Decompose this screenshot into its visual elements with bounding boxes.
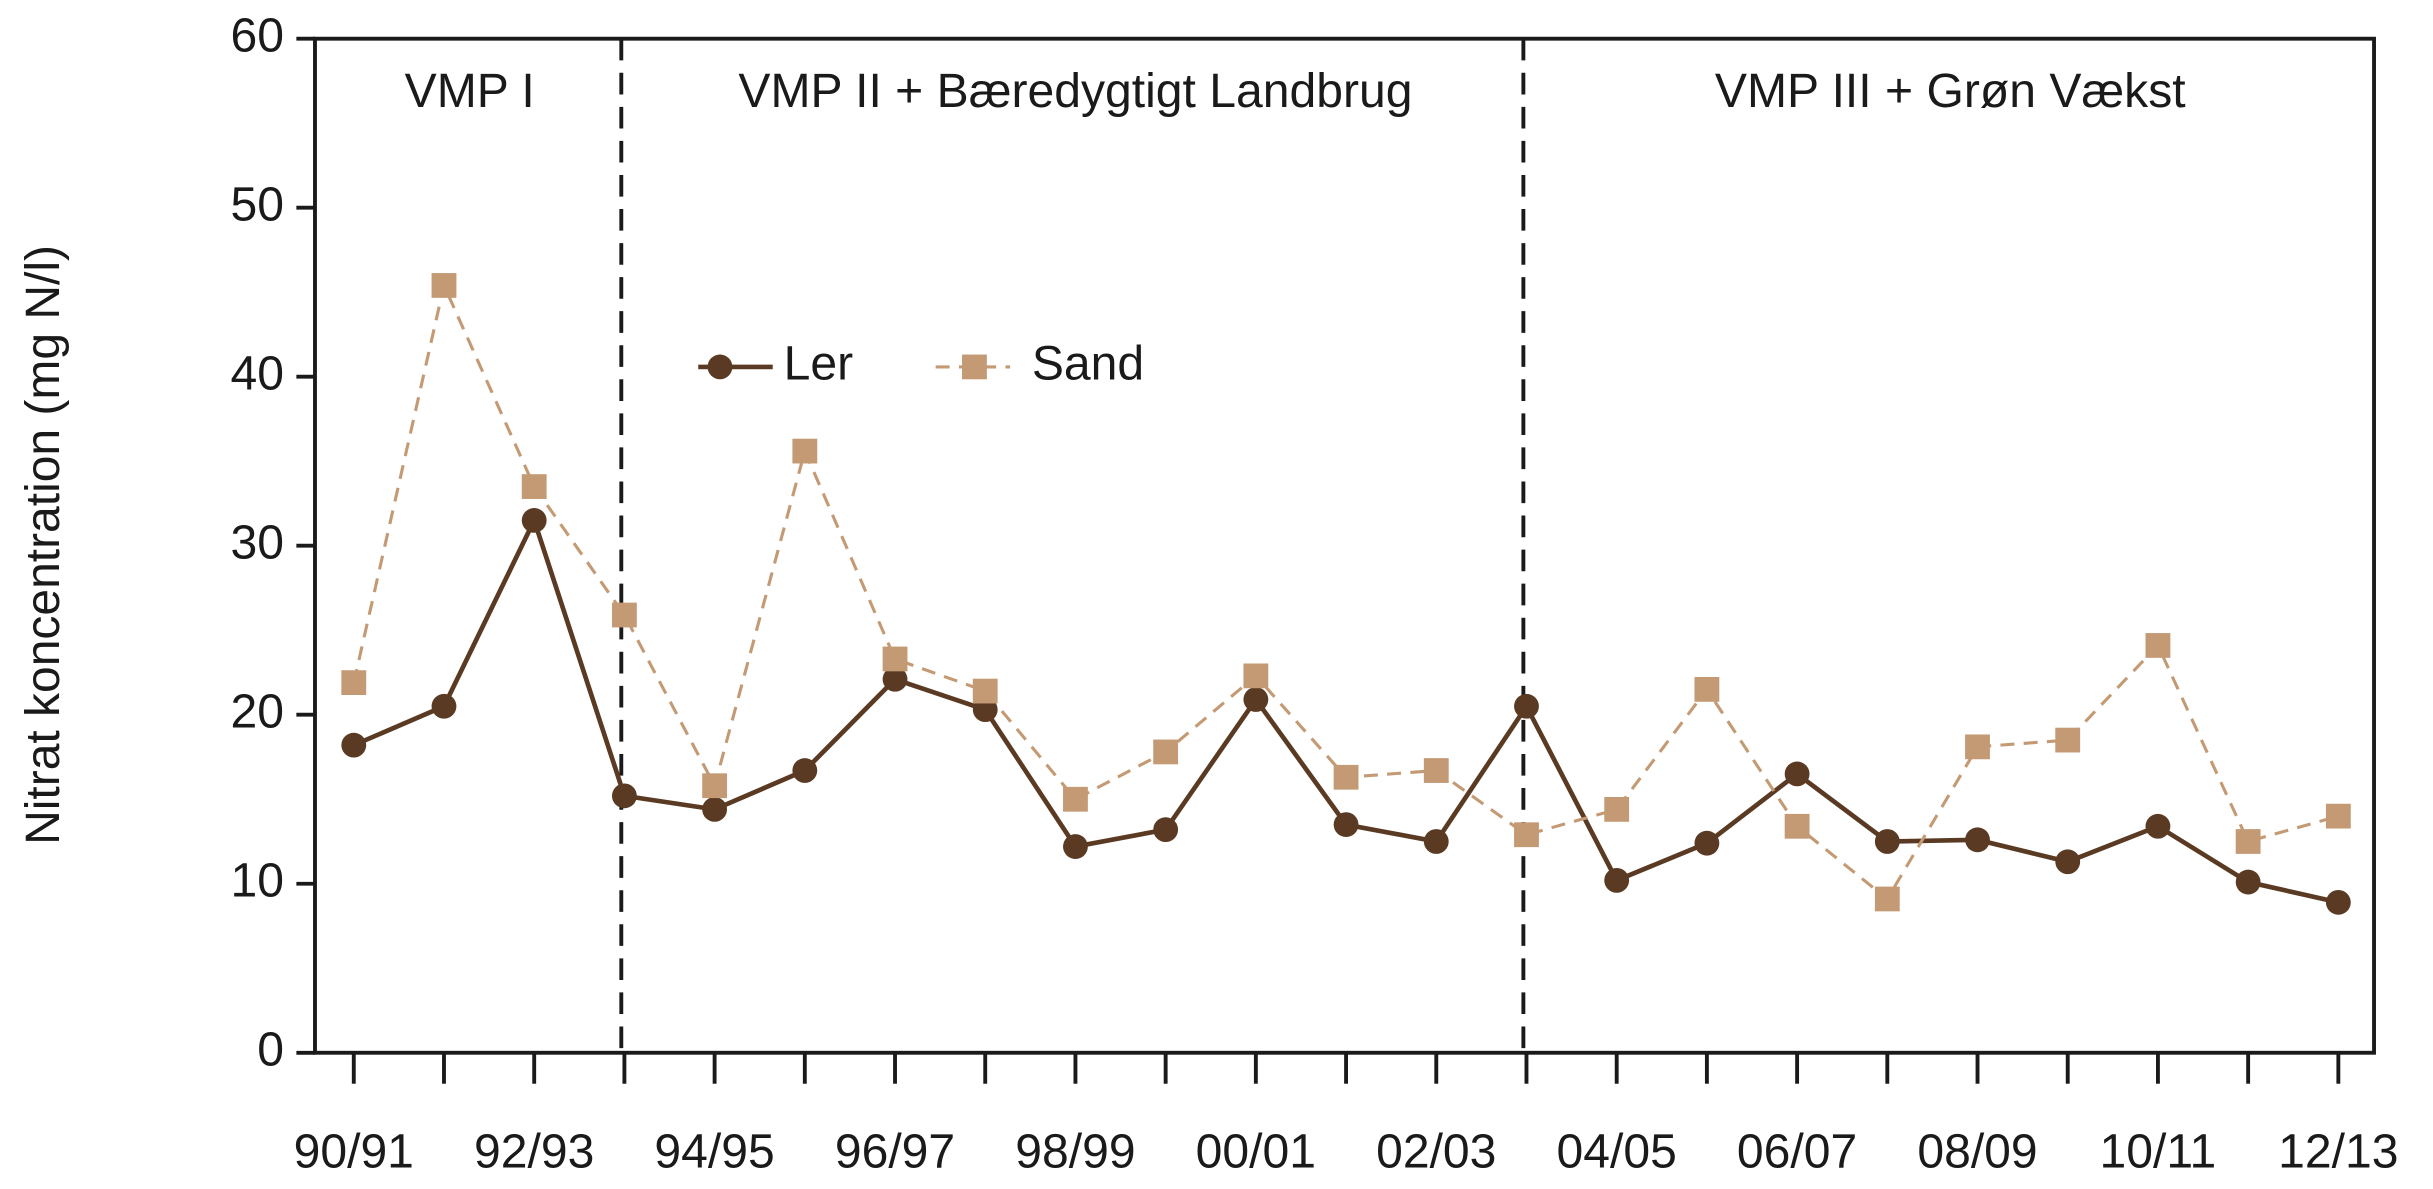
point [611,783,637,809]
x-tick-label: 04/05 [1557,1126,1677,1179]
x-tick-label: 94/95 [654,1126,774,1179]
point [972,697,998,723]
point [1153,739,1179,765]
point [1423,829,1449,854]
plot-frame [313,36,2376,1055]
point [611,602,637,628]
point [2055,727,2081,753]
point [1965,827,1990,853]
point [1784,813,1810,839]
point [702,797,728,822]
point [1243,687,1269,712]
point [1604,867,1630,893]
point [792,438,818,464]
x-tick-label: 98/99 [1015,1126,1135,1179]
point [972,678,998,704]
period-label: VMP III + Grøn Vækst [1715,65,2186,118]
point [1514,822,1539,848]
point [702,773,728,799]
point [2145,813,2171,839]
point [1333,812,1359,837]
x-tick-label: 12/13 [2278,1126,2398,1179]
point [1784,761,1810,787]
point [2235,869,2261,895]
legend-label: Sand [1032,338,1144,391]
point [521,507,547,533]
y-tick-label: 0 [257,1023,284,1076]
y-tick-label: 50 [230,178,283,231]
x-tick-label: 06/07 [1737,1126,1857,1179]
y-tick-label: 40 [230,347,283,400]
point [2325,803,2351,829]
x-tick-label: 90/91 [294,1126,414,1179]
point [1514,693,1539,719]
x-tick-label: 00/01 [1196,1126,1316,1179]
point [1423,758,1449,783]
point [2055,849,2081,875]
period-label: VMP II + Bæredygtigt Landbrug [738,65,1412,118]
point [1874,886,1900,912]
y-tick-label: 10 [230,854,283,907]
point [1874,829,1900,854]
legend-marker [962,354,987,380]
period-label: VMP I [405,65,535,118]
point [1333,764,1359,790]
point [1604,797,1630,822]
x-tick-label: 96/97 [835,1126,955,1179]
point [792,758,818,783]
point [1694,677,1720,702]
x-tick-label: 10/11 [2100,1126,2217,1179]
series-line [352,514,2339,905]
point [431,273,457,298]
point [1694,830,1720,856]
series-line [352,280,2339,902]
y-tick-label: 20 [230,685,283,738]
point [2325,889,2351,915]
point [882,666,908,692]
y-axis-label: Nitrat koncentration (mg N/l) [17,245,70,845]
y-tick-label: 30 [230,516,283,569]
point [1063,786,1088,812]
point [1243,663,1269,689]
point [341,732,367,758]
x-tick-label: 02/03 [1376,1126,1496,1179]
point [431,693,457,719]
point [521,474,547,499]
legend-label: Ler [784,338,854,391]
x-tick-label: 92/93 [474,1126,594,1179]
legend-marker [707,354,733,380]
point [2145,633,2171,658]
point [1965,734,1990,760]
x-tick-label: 08/09 [1917,1126,2037,1179]
point [1063,834,1088,859]
y-tick-label: 60 [230,9,283,62]
point [1153,817,1179,843]
point [341,670,367,696]
point [882,646,908,672]
point [2235,829,2261,854]
